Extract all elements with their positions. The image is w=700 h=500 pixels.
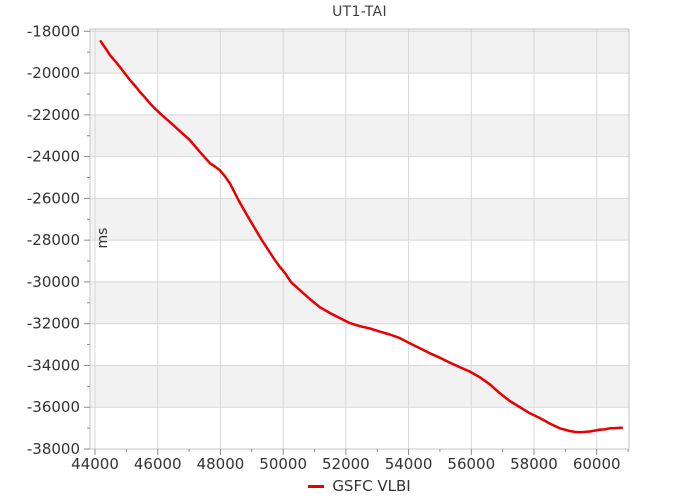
x-tick-label: 58000 — [510, 455, 558, 473]
y-tick-label: -22000 — [27, 106, 80, 124]
x-tick-label: 56000 — [447, 455, 495, 473]
y-tick-label: -34000 — [27, 356, 80, 374]
chart-title: UT1-TAI — [332, 4, 387, 20]
plot-shaded-band — [90, 365, 629, 408]
y-tick-label: -36000 — [27, 398, 80, 416]
plot-shaded-band — [90, 198, 629, 241]
x-tick-label: 50000 — [259, 455, 307, 473]
x-tick-label: 60000 — [573, 455, 621, 473]
x-tick-label: 52000 — [322, 455, 370, 473]
legend: GSFC VLBI — [90, 477, 629, 495]
y-tick-label: -28000 — [27, 231, 80, 249]
y-tick-label: -24000 — [27, 148, 80, 166]
legend-series-label: GSFC VLBI — [332, 477, 411, 495]
x-tick-label: 48000 — [197, 455, 245, 473]
y-tick-label: -26000 — [27, 189, 80, 207]
plot-shaded-band — [90, 114, 629, 157]
y-axis-label: ms — [95, 227, 111, 249]
plot-shaded-band — [90, 29, 629, 74]
y-tick-label: -38000 — [27, 440, 80, 458]
plot-border — [89, 28, 630, 450]
y-tick-label: -32000 — [27, 315, 80, 333]
y-tick-label: -18000 — [27, 22, 80, 40]
y-tick-label: -30000 — [27, 273, 80, 291]
x-tick-label: 54000 — [385, 455, 433, 473]
x-tick-label: 44000 — [71, 455, 119, 473]
plot-shaded-band — [90, 281, 629, 324]
x-tick-label: 46000 — [134, 455, 182, 473]
legend-line-swatch — [308, 484, 325, 488]
series-line-gsfc-vlbi — [99, 40, 624, 434]
y-tick-label: -20000 — [27, 64, 80, 82]
